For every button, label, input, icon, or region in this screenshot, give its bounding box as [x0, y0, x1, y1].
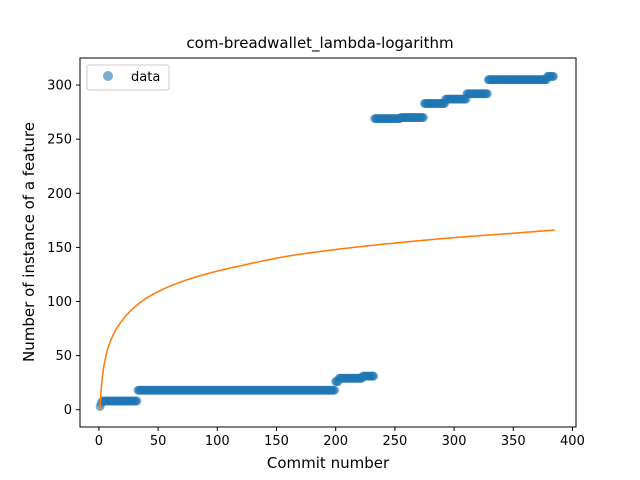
y-tick-label: 250 [47, 133, 72, 148]
data-point [369, 371, 379, 381]
x-axis: 0 50 100 150 200 250 300 350 400 [95, 427, 585, 449]
y-tick-label: 100 [47, 295, 72, 310]
y-tick-label: 0 [64, 403, 72, 418]
legend-marker-data [103, 71, 113, 81]
data-series [95, 71, 559, 411]
data-point [482, 89, 492, 99]
data-point [418, 113, 428, 123]
x-tick-label: 0 [95, 434, 103, 449]
y-axis-label: Number of instance of a feature [20, 122, 38, 362]
x-axis-label: Commit number [267, 454, 390, 472]
axes-frame [79, 57, 577, 428]
legend: data [86, 64, 170, 91]
y-tick-label: 150 [47, 241, 72, 256]
x-tick-label: 150 [264, 434, 289, 449]
data-point [330, 385, 340, 395]
plot-area [95, 71, 559, 411]
x-tick-label: 250 [382, 434, 407, 449]
y-axis: 0 50 100 150 200 250 300 [47, 79, 80, 418]
y-tick-label: 200 [47, 187, 72, 202]
x-tick-label: 300 [442, 434, 467, 449]
data-point [549, 71, 559, 81]
data-point [132, 396, 142, 406]
x-tick-label: 400 [560, 434, 585, 449]
x-tick-label: 100 [205, 434, 230, 449]
chart-title: com-breadwallet_lambda-logarithm [186, 34, 453, 53]
x-tick-label: 50 [150, 434, 167, 449]
legend-label-data: data [131, 70, 160, 85]
y-tick-label: 50 [55, 349, 72, 364]
x-tick-label: 350 [501, 434, 526, 449]
y-tick-label: 300 [47, 79, 72, 94]
x-tick-label: 200 [323, 434, 348, 449]
fit-curve [99, 229, 555, 410]
